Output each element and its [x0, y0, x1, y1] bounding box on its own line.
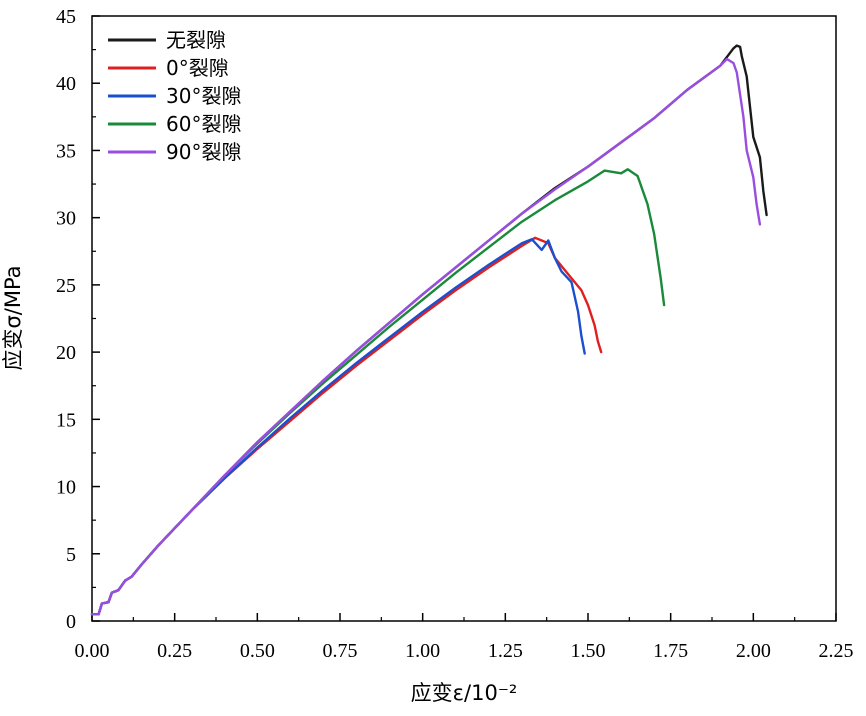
y-tick-label: 25 — [56, 275, 76, 297]
y-tick-label: 45 — [56, 6, 76, 28]
x-tick-label: 2.00 — [736, 640, 771, 662]
x-tick-label: 1.00 — [405, 640, 440, 662]
legend-label: 90°裂隙 — [166, 140, 241, 164]
y-tick-label: 35 — [56, 140, 76, 162]
y-tick-label: 40 — [56, 73, 76, 95]
axis-ticks: 0.00 0.25 0.50 0.75 1.00 1.25 1.50 1.75 2.00 2.25… — [56, 6, 854, 662]
legend-label: 0°裂隙 — [166, 56, 229, 80]
series-line-2 — [90, 236, 603, 616]
x-tick-label: 1.75 — [653, 640, 688, 662]
x-tick-label: 0.50 — [240, 640, 275, 662]
legend-label: 无裂隙 — [166, 28, 226, 52]
y-tick-label: 20 — [56, 342, 76, 364]
x-axis-label: 应变ε/10⁻² — [411, 681, 518, 705]
x-tick-label: 0.25 — [157, 640, 192, 662]
x-tick-label: 2.25 — [819, 640, 854, 662]
y-tick-label: 30 — [56, 208, 76, 230]
x-tick-label: 0.75 — [323, 640, 358, 662]
y-tick-label: 15 — [56, 409, 76, 431]
x-tick-label: 1.25 — [488, 640, 523, 662]
series-line-5 — [90, 57, 762, 616]
series-lines — [90, 44, 768, 616]
y-axis-label: 应变σ/MPa — [1, 265, 25, 370]
series-line-4 — [90, 168, 666, 616]
legend-label: 30°裂隙 — [166, 84, 241, 108]
x-tick-label: 0.00 — [75, 640, 110, 662]
legend-label: 60°裂隙 — [166, 112, 241, 136]
x-tick-label: 1.50 — [571, 640, 606, 662]
y-tick-label: 5 — [66, 544, 76, 566]
y-tick-label: 10 — [56, 477, 76, 499]
y-tick-label: 0 — [66, 611, 76, 633]
series-line-3 — [90, 238, 586, 616]
legend: 无裂隙 0°裂隙 30°裂隙 60°裂隙 90°裂隙 — [108, 28, 241, 164]
